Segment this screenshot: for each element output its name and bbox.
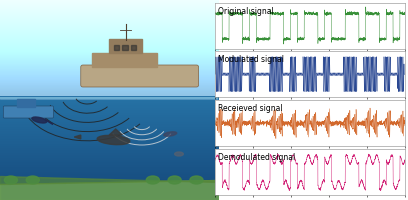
Text: Original signal: Original signal <box>218 7 273 16</box>
Text: Receieved signal: Receieved signal <box>218 104 282 113</box>
Ellipse shape <box>26 176 39 184</box>
Ellipse shape <box>175 152 183 156</box>
FancyBboxPatch shape <box>3 106 53 118</box>
Text: Demodulated signal: Demodulated signal <box>218 153 295 162</box>
Ellipse shape <box>164 132 177 136</box>
Bar <box>131 45 136 50</box>
Bar <box>18 99 35 107</box>
Ellipse shape <box>32 117 47 123</box>
Bar <box>122 45 128 50</box>
Ellipse shape <box>97 135 130 145</box>
Ellipse shape <box>168 176 181 184</box>
Bar <box>92 53 157 67</box>
Ellipse shape <box>146 176 160 184</box>
Polygon shape <box>74 135 81 139</box>
Polygon shape <box>109 129 122 135</box>
Ellipse shape <box>190 176 203 184</box>
Bar <box>109 39 142 53</box>
FancyBboxPatch shape <box>81 65 199 87</box>
Text: Modulated signal: Modulated signal <box>218 55 284 64</box>
Bar <box>113 45 119 50</box>
Ellipse shape <box>4 176 18 184</box>
